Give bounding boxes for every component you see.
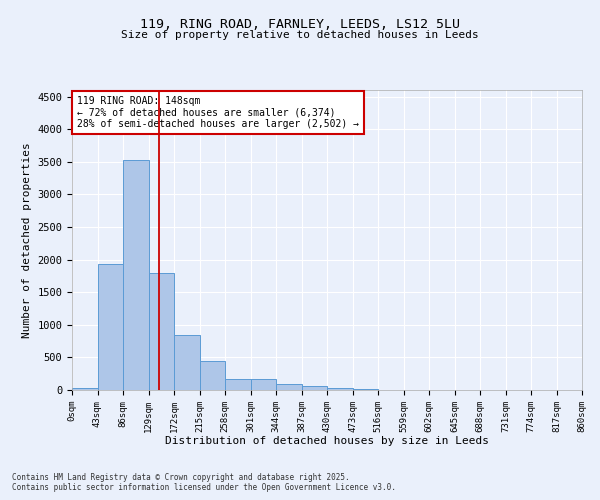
- Text: 119, RING ROAD, FARNLEY, LEEDS, LS12 5LU: 119, RING ROAD, FARNLEY, LEEDS, LS12 5LU: [140, 18, 460, 30]
- Bar: [72, 388, 97, 390]
- Bar: [225, 378, 251, 390]
- Bar: [97, 264, 123, 390]
- X-axis label: Distribution of detached houses by size in Leeds: Distribution of detached houses by size …: [165, 436, 489, 446]
- Bar: [174, 334, 199, 390]
- Text: 119 RING ROAD: 148sqm
← 72% of detached houses are smaller (6,374)
28% of semi-d: 119 RING ROAD: 148sqm ← 72% of detached …: [77, 96, 359, 129]
- Y-axis label: Number of detached properties: Number of detached properties: [22, 142, 32, 338]
- Bar: [149, 272, 174, 390]
- Text: Size of property relative to detached houses in Leeds: Size of property relative to detached ho…: [121, 30, 479, 40]
- Bar: [199, 360, 225, 390]
- Bar: [123, 160, 149, 390]
- Bar: [327, 388, 353, 390]
- Bar: [302, 386, 327, 390]
- Text: Contains HM Land Registry data © Crown copyright and database right 2025.: Contains HM Land Registry data © Crown c…: [12, 474, 350, 482]
- Bar: [251, 379, 276, 390]
- Text: Contains public sector information licensed under the Open Government Licence v3: Contains public sector information licen…: [12, 484, 396, 492]
- Bar: [276, 384, 302, 390]
